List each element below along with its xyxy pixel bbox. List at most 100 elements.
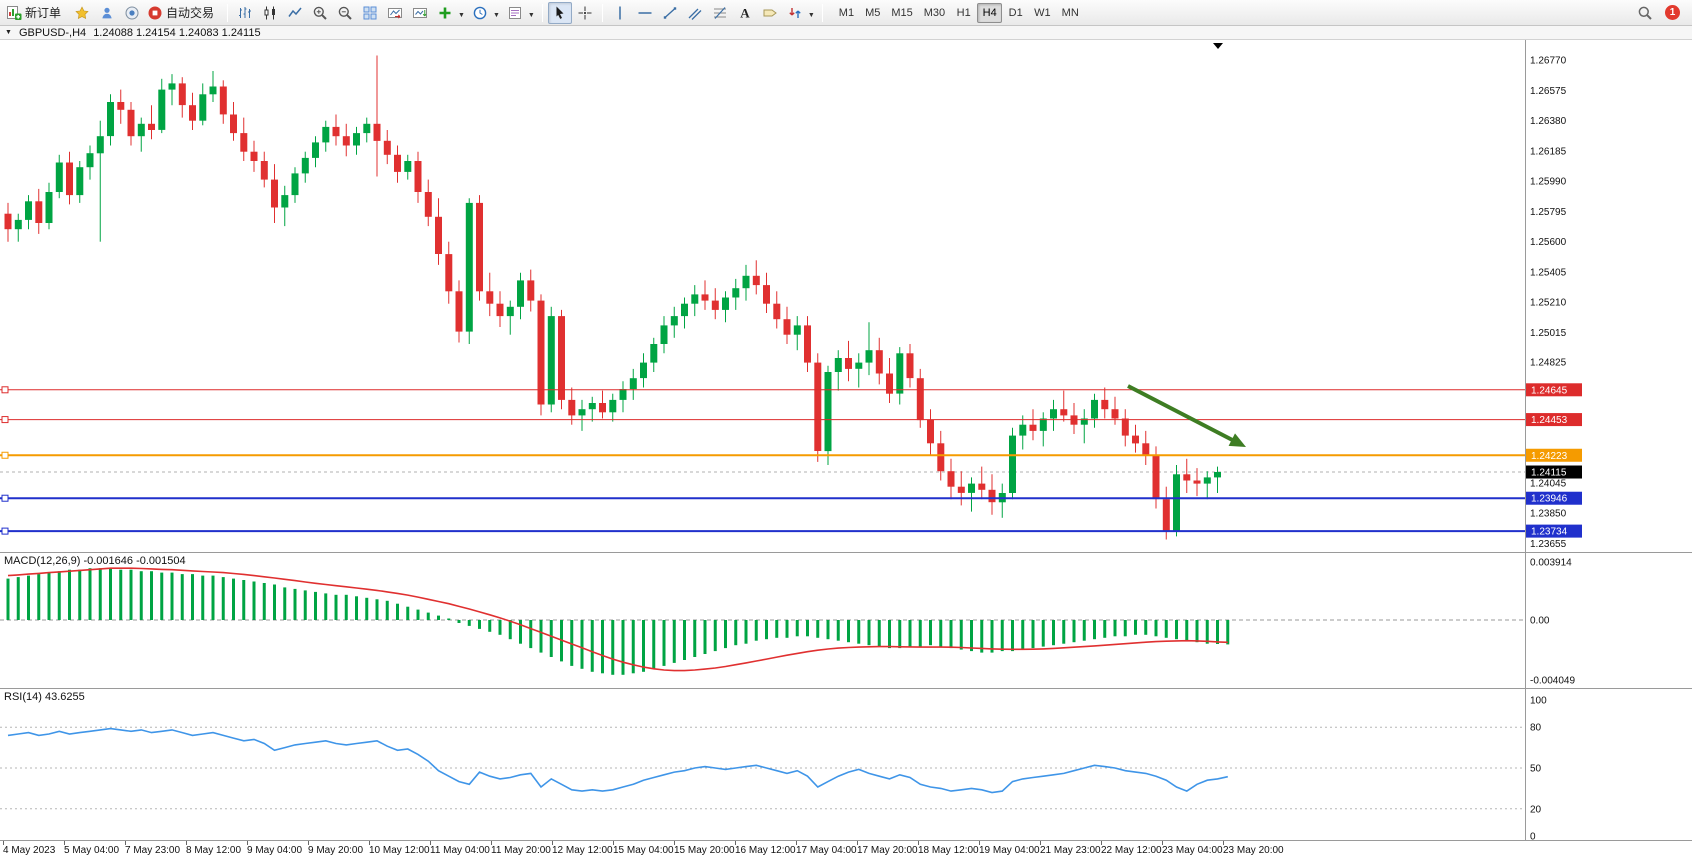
svg-text:4 May 2023: 4 May 2023	[3, 845, 56, 856]
trend-arrow[interactable]	[1127, 384, 1239, 445]
chart-autoscroll-button[interactable]	[408, 2, 432, 24]
autotrade-icon	[148, 6, 162, 19]
tf-button-m15[interactable]: M15	[891, 6, 913, 19]
terminal-button[interactable]	[120, 2, 144, 24]
svg-text:15 May 04:00: 15 May 04:00	[613, 845, 674, 856]
hline-handle[interactable]	[1, 386, 9, 394]
cursor-tool-button[interactable]	[547, 1, 572, 24]
navigator-button[interactable]	[95, 2, 119, 24]
svg-text:8 May 12:00: 8 May 12:00	[186, 845, 241, 856]
fibonacci-tool-button[interactable]	[708, 2, 732, 24]
terminal-icon	[125, 6, 139, 19]
tf-button-h4[interactable]: H4	[977, 2, 1003, 23]
svg-text:1.24223: 1.24223	[1531, 451, 1568, 462]
tf-button-w1[interactable]: W1	[1034, 6, 1051, 19]
vertical-line-tool-button[interactable]	[608, 2, 632, 24]
hline-handle[interactable]	[1, 451, 9, 459]
toolbar-separator	[601, 3, 603, 22]
svg-text:11 May 04:00: 11 May 04:00	[430, 845, 490, 856]
svg-text:23 May 20:00: 23 May 20:00	[1223, 845, 1284, 856]
svg-text:1.26380: 1.26380	[1530, 116, 1567, 127]
indicators-caret-icon[interactable]: ▼	[458, 12, 465, 19]
trendline-icon	[663, 6, 677, 19]
tile-windows-icon	[363, 6, 377, 19]
svg-text:1.23850: 1.23850	[1530, 509, 1567, 520]
svg-text:1.24645: 1.24645	[1531, 385, 1568, 396]
macd-title: MACD(12,26,9) -0.001646 -0.001504	[4, 555, 186, 567]
svg-text:1.24453: 1.24453	[1531, 415, 1568, 426]
arrows-tool-button[interactable]	[783, 2, 807, 24]
text-label-tool-button[interactable]	[758, 2, 782, 24]
zoom-in-icon	[313, 6, 327, 20]
templates-caret-icon[interactable]: ▼	[527, 12, 535, 19]
hline-price-badge	[1526, 383, 1582, 397]
svg-text:1.24115: 1.24115	[1531, 468, 1567, 479]
svg-text:50: 50	[1530, 764, 1542, 775]
tf-button-m5[interactable]: M5	[865, 6, 881, 19]
zoom-in-button[interactable]	[308, 2, 332, 24]
text-tool-button[interactable]: A	[733, 2, 757, 24]
toolbar-separator	[821, 3, 823, 22]
text-icon: A	[740, 5, 750, 20]
svg-text:7 May 23:00: 7 May 23:00	[125, 845, 180, 856]
svg-text:16 May 12:00: 16 May 12:00	[735, 845, 796, 856]
periods-button[interactable]	[468, 2, 492, 24]
timeframe-group: M1 M5 M15 M30 H1 H4 D1 W1 MN	[834, 2, 1084, 23]
svg-text:20: 20	[1530, 804, 1542, 815]
svg-text:17 May 04:00: 17 May 04:00	[796, 845, 857, 856]
hline-handle[interactable]	[1, 494, 9, 502]
chart-canvas[interactable]: 1.26770 1.26575 1.26380 1.26185 1.25990 1.257…	[0, 26, 1692, 861]
svg-text:1.24045: 1.24045	[1530, 478, 1567, 489]
chart-end-marker[interactable]	[1213, 43, 1223, 49]
svg-text:22 May 12:00: 22 May 12:00	[1101, 845, 1162, 856]
svg-text:1.25600: 1.25600	[1530, 237, 1567, 248]
hline-price-badge	[1526, 524, 1582, 538]
zoom-out-button[interactable]	[333, 2, 357, 24]
svg-text:100: 100	[1530, 696, 1547, 707]
notification-badge[interactable]: 1	[1665, 5, 1680, 20]
periods-caret-icon[interactable]: ▼	[492, 12, 500, 19]
chart-menu-icon[interactable]: ▼	[5, 29, 12, 36]
tf-button-m1[interactable]: M1	[838, 6, 855, 19]
crosshair-tool-button[interactable]	[573, 2, 597, 24]
svg-text:10 May 12:00: 10 May 12:00	[369, 845, 430, 856]
chart-symbol-timeframe: GBPUSD-,H4	[18, 26, 87, 39]
horizontal-line-tool-button[interactable]	[633, 2, 657, 24]
macd-histogram	[6, 568, 1230, 675]
chart-autoscroll-icon	[413, 7, 428, 18]
line-chart-mode-button[interactable]	[283, 2, 307, 24]
templates-button[interactable]	[503, 2, 527, 24]
tf-button-d1[interactable]: D1	[1008, 6, 1023, 19]
tile-windows-button[interactable]	[358, 2, 382, 24]
svg-text:12 May 12:00: 12 May 12:00	[552, 845, 613, 856]
vertical-line-icon	[619, 6, 621, 19]
chart-ohlc-values: 1.24088 1.24154 1.24083 1.24115	[93, 26, 261, 39]
indicators-button[interactable]	[433, 2, 457, 24]
trendline-tool-button[interactable]	[658, 2, 682, 24]
search-button[interactable]	[1633, 2, 1657, 24]
candlestick-mode-button[interactable]	[258, 2, 282, 24]
fibonacci-icon	[713, 6, 726, 19]
svg-text:1.23655: 1.23655	[1530, 539, 1567, 550]
hline-handle[interactable]	[1, 527, 9, 535]
hline-handle[interactable]	[1, 416, 9, 424]
bar-chart-mode-button[interactable]	[233, 2, 257, 24]
tf-button-h1[interactable]: H1	[956, 6, 971, 19]
svg-text:1.25795: 1.25795	[1530, 207, 1567, 218]
autotrade-button[interactable]: 自动交易	[145, 2, 222, 24]
svg-text:1.25405: 1.25405	[1530, 267, 1567, 278]
arrows-caret-icon[interactable]: ▼	[807, 12, 815, 19]
chart-shift-button[interactable]	[383, 2, 407, 24]
channel-tool-button[interactable]	[683, 2, 707, 24]
indicators-icon	[439, 7, 451, 18]
svg-text:0: 0	[1530, 832, 1536, 843]
hline-price-badge	[1526, 448, 1582, 462]
svg-text:11 May 20:00: 11 May 20:00	[491, 845, 551, 856]
new-order-button[interactable]: 新订单	[4, 2, 69, 24]
tf-button-m30[interactable]: M30	[923, 6, 946, 19]
tf-button-mn[interactable]: MN	[1061, 6, 1079, 19]
crosshair-icon	[578, 6, 592, 19]
macd-signal-line	[7, 567, 1228, 672]
text-label-icon	[763, 9, 777, 16]
market-watch-button[interactable]	[70, 2, 94, 24]
